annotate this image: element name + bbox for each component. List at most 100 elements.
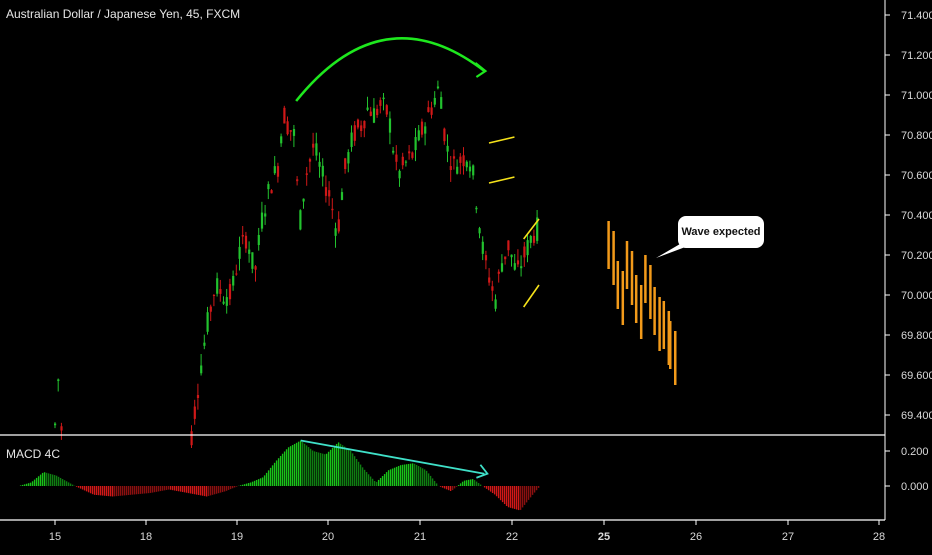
- candle-body: [222, 301, 225, 304]
- macd-histogram[interactable]: [19, 440, 540, 511]
- candle-body: [427, 107, 430, 112]
- candle-body: [420, 121, 424, 135]
- candle-body: [331, 208, 334, 211]
- candle-body: [401, 156, 404, 166]
- time-tick-label: 20: [322, 531, 334, 543]
- time-tick-label: 27: [782, 531, 794, 543]
- candle-body: [60, 426, 63, 431]
- candle-body: [481, 241, 484, 254]
- candle-body: [203, 342, 206, 346]
- candle-body: [190, 431, 193, 446]
- flag-lower-line: [488, 176, 515, 184]
- candle-body: [334, 228, 337, 236]
- candle-body: [456, 166, 459, 174]
- candle-body: [209, 306, 212, 312]
- candle-body: [443, 128, 446, 142]
- arc-layer: [295, 37, 488, 102]
- time-tick-label: 15: [49, 531, 61, 543]
- candle-body: [388, 118, 392, 133]
- price-tick-label: 70.800: [901, 130, 932, 142]
- candle-body: [433, 97, 436, 105]
- callout-pointer: [656, 244, 688, 258]
- candle-body: [523, 246, 526, 258]
- callout-wave-expected: Wave expected: [678, 216, 764, 248]
- candle-body: [436, 86, 440, 89]
- candle-body: [382, 97, 385, 100]
- macd-label: MACD 4C: [6, 447, 61, 461]
- candle-body: [472, 165, 475, 176]
- candle-body: [340, 192, 344, 200]
- candle-body: [497, 271, 500, 274]
- candle-body: [520, 266, 523, 269]
- candle-body: [248, 249, 251, 254]
- candle-body: [500, 263, 504, 272]
- candle-body: [232, 275, 235, 286]
- candle-body: [219, 289, 222, 294]
- divergence-line: [300, 439, 485, 475]
- candle-body: [289, 130, 292, 132]
- candle-body: [363, 121, 366, 129]
- candle-body: [411, 152, 414, 158]
- candle-body: [459, 156, 462, 163]
- candle-body: [225, 297, 228, 306]
- candle-body: [344, 158, 347, 170]
- candle-body: [504, 256, 507, 260]
- candle-body: [478, 228, 481, 234]
- price-axis: 71.400 71.200 71.000 70.800 70.600 70.400 70.2…: [885, 10, 932, 422]
- price-tick-label: 69.600: [901, 370, 932, 382]
- candle-body: [324, 187, 328, 196]
- candle-body: [356, 119, 360, 128]
- candle-body: [254, 266, 257, 270]
- candle-body: [318, 161, 321, 167]
- price-tick-label: 69.800: [901, 330, 932, 342]
- arc-arrowhead: [474, 62, 488, 78]
- candle-body: [212, 294, 216, 296]
- flag-upper-line: [488, 136, 515, 144]
- candle-body: [372, 108, 376, 123]
- candle-body: [276, 166, 280, 177]
- candle-body: [414, 137, 417, 151]
- candle-body: [296, 179, 299, 182]
- candle-body: [404, 161, 408, 163]
- candle-body: [376, 108, 379, 116]
- wedge-lower-line: [522, 284, 540, 308]
- candle-body: [257, 235, 260, 245]
- candle-body: [360, 125, 363, 132]
- candle-body: [264, 213, 267, 217]
- candle-body: [424, 126, 427, 134]
- candle-body: [465, 161, 468, 168]
- candle-body: [57, 379, 60, 381]
- candle-body: [532, 235, 536, 243]
- candle-body: [54, 423, 57, 426]
- time-tick-label: 18: [140, 531, 152, 543]
- macd-tick-label: 0.200: [901, 446, 929, 458]
- candle-body: [200, 365, 203, 374]
- candle-body: [241, 234, 244, 237]
- candle-body: [206, 312, 209, 332]
- candle-body: [321, 165, 324, 177]
- candle-body: [494, 299, 497, 309]
- price-tick-label: 70.000: [901, 290, 932, 302]
- time-tick-label: 28: [873, 531, 885, 543]
- candle-body: [302, 198, 305, 202]
- time-tick-label: 21: [414, 531, 426, 543]
- price-candles: [54, 80, 539, 448]
- candle-body: [475, 207, 478, 210]
- candle-body: [251, 252, 254, 269]
- candle-body: [398, 170, 401, 179]
- candle-body: [273, 166, 276, 174]
- candle-body: [417, 130, 420, 141]
- candle-body: [193, 406, 196, 419]
- candle-body: [292, 129, 296, 136]
- wedge-upper-line: [523, 218, 540, 240]
- candle-body: [462, 155, 465, 167]
- time-tick-label: 19: [231, 531, 243, 543]
- candle-body: [337, 219, 340, 232]
- candle-body: [536, 217, 539, 241]
- price-tick-label: 70.600: [901, 170, 932, 182]
- candle-body: [529, 235, 532, 243]
- candle-body: [196, 394, 200, 399]
- candle-body: [379, 100, 382, 106]
